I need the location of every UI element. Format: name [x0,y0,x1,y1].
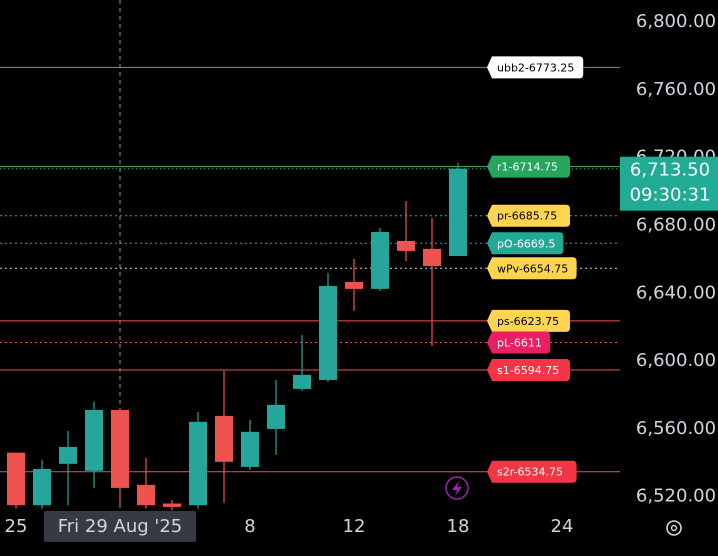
y-tick-label: 6,600.00 [636,350,716,371]
level-label-box [487,331,551,354]
x-tick-label: 8 [244,516,255,537]
plot-area [0,0,620,512]
level-label: pO-6669.5 [497,237,555,250]
candle-body [137,484,155,506]
level-label-box [487,309,570,332]
candle-body [267,404,285,429]
candle-body [449,168,467,256]
candle-body [163,503,181,507]
countdown-label: 09:30:31 [630,185,711,206]
level-label-box [487,56,584,79]
candle-body [7,452,25,506]
level-label: ps-6623.75 [497,315,559,328]
y-tick-label: 6,680.00 [636,214,716,235]
level-label: s1-6594.75 [497,364,559,377]
x-tick-label: 12 [343,516,366,537]
level-label: pr-6685.75 [497,210,557,223]
alert-icon[interactable] [445,476,469,500]
level-label-box [487,460,577,483]
level-label-box [487,204,570,227]
candle-body [241,431,259,467]
level-label: s2r-6534.75 [497,466,563,479]
candle-body [319,286,337,380]
x-tick-label: Fri 29 Aug '25 [58,516,183,537]
candle-body [85,409,103,471]
candle-body [345,281,363,289]
y-tick-label: 6,520.00 [636,486,716,507]
candle-body [111,409,129,488]
last-price-label: 6,713.50 [630,160,710,181]
candle-body [397,240,415,251]
y-tick-label: 6,560.00 [636,418,716,439]
level-label-box [487,257,577,280]
level-label: ubb2-6773.25 [497,61,574,74]
last-price-box [620,156,718,211]
x-tick-label: 25 [5,516,28,537]
candle-body [189,421,207,506]
level-label-box [487,155,570,178]
x-tick-label: 18 [447,516,470,537]
level-label: wPv-6654.75 [497,262,568,275]
candle-body [371,231,389,289]
candle-body [293,374,311,389]
x-tick-label: 24 [551,516,574,537]
candle-body [33,468,51,506]
y-tick-label: 6,640.00 [636,282,716,303]
candle-body [423,248,441,267]
y-tick-label: 6,760.00 [636,79,716,100]
level-label-box [487,232,564,255]
candle-body [215,415,233,462]
crosshair-label-box [44,511,196,542]
level-label-box [487,359,570,382]
y-tick-label: 6,800.00 [636,11,716,32]
level-label: pL-6611 [497,336,542,349]
settings-icon[interactable] [666,520,682,536]
level-label: r1-6714.75 [497,161,558,174]
candle-body [59,446,77,464]
